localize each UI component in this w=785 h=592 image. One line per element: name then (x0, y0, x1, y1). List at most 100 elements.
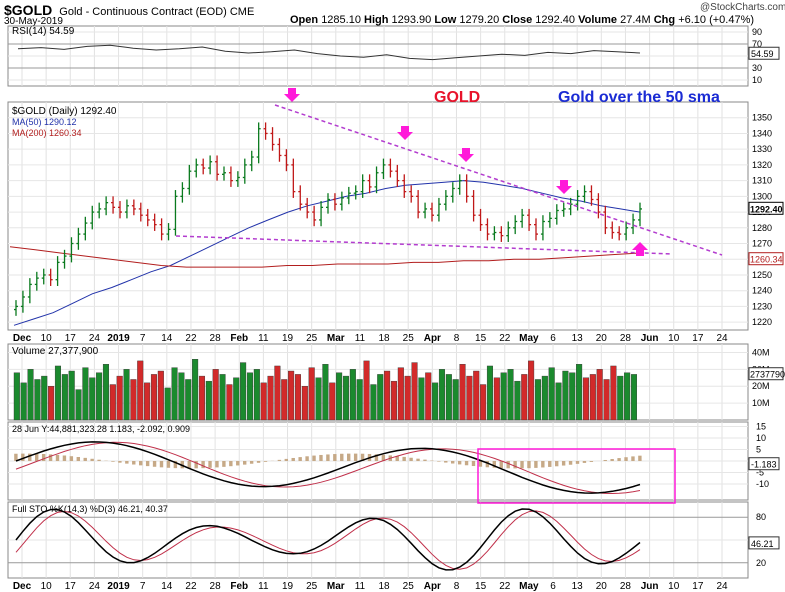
macd-histogram-bar (76, 457, 80, 461)
x-tick-label-upper: 28 (210, 333, 222, 344)
volume-bar (171, 367, 178, 421)
macd-histogram-bar (423, 459, 427, 461)
price-tick-label: 1220 (752, 317, 772, 327)
volume-bar (294, 374, 301, 421)
macd-histogram-bar (229, 461, 233, 467)
volume-bar (68, 370, 75, 421)
x-tick-label-lower: 28 (620, 581, 632, 592)
volume-bar (452, 379, 459, 421)
volume-bar (137, 360, 144, 421)
x-tick-label-upper: 11 (258, 333, 269, 344)
volume-bar (89, 377, 96, 421)
macd-title: 28 Jun Y:44,881,323.28 1.183, -2.092, 0.… (12, 424, 190, 434)
close-label: Close (502, 14, 533, 26)
volume-last-value: 27377900 (750, 370, 785, 380)
volume-bar (370, 384, 377, 421)
volume-bar (281, 379, 288, 421)
macd-histogram-bar (624, 457, 628, 461)
price-tick-label: 1230 (752, 301, 772, 311)
volume-bar (185, 379, 192, 421)
symbol-label: $GOLD (4, 2, 53, 18)
macd-histogram-bar (208, 461, 212, 468)
marker-arrow-icon (632, 242, 648, 256)
volume-bar (260, 382, 267, 421)
macd-tick-label: 15 (756, 422, 766, 432)
volume-bar (219, 374, 226, 421)
header-title-row: $GOLD Gold - Continuous Contract (EOD) C… (4, 2, 254, 18)
x-tick-label-lower: 11 (355, 581, 366, 592)
volume-bar (541, 375, 548, 421)
x-tick-label-lower: 25 (306, 581, 318, 592)
macd-histogram-bar (555, 461, 559, 467)
volume-bar (342, 375, 349, 421)
x-tick-label-upper: 2019 (107, 333, 130, 344)
volume-bar (144, 382, 151, 421)
volume-bar (630, 374, 638, 421)
x-tick-label-lower: 24 (89, 581, 101, 592)
x-tick-label-upper: 22 (499, 333, 511, 344)
macd-histogram-bar (249, 461, 254, 464)
volume-bar (377, 374, 384, 421)
x-tick-label-upper: 14 (161, 333, 173, 344)
volume-bar (329, 382, 336, 421)
macd-histogram-bar (485, 461, 490, 468)
macd-histogram-bar (298, 457, 302, 461)
volume-bar (301, 386, 308, 421)
x-tick-label-upper: Apr (424, 333, 441, 344)
volume-bar (123, 369, 130, 421)
macd-histogram-bar (333, 454, 337, 461)
macd-histogram-bar (305, 456, 309, 461)
volume-bar (596, 369, 603, 421)
macd-histogram-bar (28, 453, 32, 461)
macd-histogram-bar (69, 456, 74, 461)
x-tick-label-lower: Dec (13, 581, 32, 592)
low-value: 1279.20 (459, 14, 500, 26)
macd-histogram-bar (527, 461, 531, 469)
price-tick-label: 1250 (752, 270, 772, 280)
volume-title: Volume 27,377,900 (12, 346, 99, 357)
volume-label: Volume (578, 14, 618, 26)
volume-bar (178, 372, 185, 421)
macd-histogram-bar (409, 457, 413, 461)
macd-histogram-bar (631, 456, 635, 461)
macd-histogram-bar (90, 458, 94, 461)
volume-bar (466, 375, 473, 421)
price-last-value: 1292.40 (750, 204, 783, 214)
date-label: 30-May-2019 (4, 16, 63, 27)
volume-bar (404, 375, 411, 421)
chg-label: Chg (653, 14, 676, 26)
rsi-tick-label: 70 (752, 39, 762, 49)
volume-bar (363, 360, 370, 421)
x-tick-label-lower: 15 (475, 581, 487, 592)
volume-bar (274, 365, 281, 421)
x-tick-label-upper: 28 (620, 333, 632, 344)
macd-histogram-bar (277, 459, 282, 461)
x-tick-label-lower: 7 (140, 581, 146, 592)
volume-bar (397, 367, 404, 421)
price-tick-label: 1340 (752, 128, 772, 138)
volume-bar (198, 375, 205, 421)
x-tick-label-lower: 10 (668, 581, 680, 592)
price-title: $GOLD (Daily) 1292.40 (12, 106, 117, 117)
chg-value: +6.10 (+0.47%) (678, 14, 755, 26)
sma-annotation: Gold over the 50 sma (558, 89, 720, 106)
rsi-line (17, 44, 641, 61)
low-label: Low (434, 14, 457, 26)
x-tick-label-lower: 20 (596, 581, 608, 592)
volume-value: 27.4M (620, 14, 651, 26)
x-tick-label-upper: 7 (140, 333, 146, 344)
macd-histogram-bar (520, 461, 524, 469)
macd-histogram-bar (451, 461, 455, 464)
lower-trendline (175, 235, 673, 255)
macd-histogram-bar (118, 461, 122, 463)
volume-bar (75, 389, 82, 421)
x-tick-label-lower: 10 (41, 581, 53, 592)
macd-histogram-bar (201, 461, 205, 469)
volume-bar (569, 372, 576, 421)
macd-histogram-bar (41, 454, 46, 461)
macd-histogram-bar (478, 461, 483, 467)
macd-histogram-bar (21, 453, 25, 461)
volume-tick-label: 20M (752, 381, 770, 391)
x-tick-label-lower: 8 (454, 581, 460, 592)
macd-tick-label: 10 (756, 433, 766, 443)
